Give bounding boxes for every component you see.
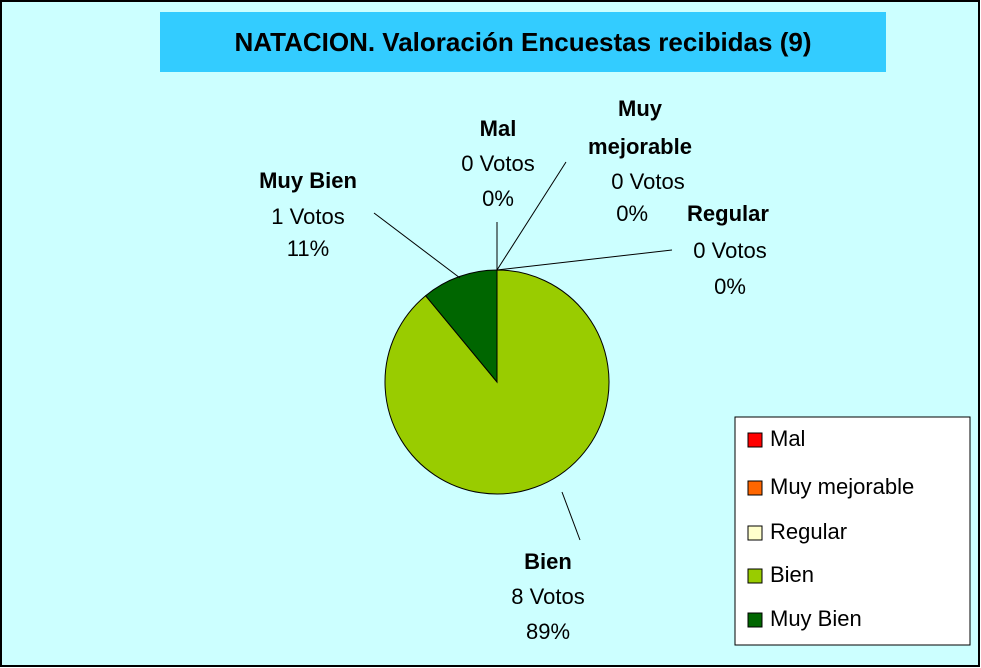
slice-label-name: Mal <box>480 116 517 141</box>
slice-label-votes: 0 Votos <box>611 169 684 194</box>
title-box <box>160 12 886 72</box>
slice-label-percent: 0% <box>714 274 746 299</box>
slice-label-name: Muy Bien <box>259 168 357 193</box>
legend-label: Mal <box>770 426 805 451</box>
legend-label: Regular <box>770 519 847 544</box>
leader-line <box>496 249 673 271</box>
slice-label-votes: 0 Votos <box>693 238 766 263</box>
leader-line <box>496 161 567 271</box>
slice-label-votes: 0 Votos <box>461 151 534 176</box>
slice-label-percent: 89% <box>526 619 570 644</box>
slice-label-percent: 0% <box>482 186 514 211</box>
leader-line <box>373 212 461 279</box>
legend-label: Muy mejorable <box>770 474 914 499</box>
legend-swatch <box>747 432 763 448</box>
slice-label-name: Bien <box>524 549 572 574</box>
leader-line <box>561 491 581 541</box>
legend-swatch <box>747 525 763 541</box>
legend-swatch <box>747 612 763 628</box>
legend-label: Muy Bien <box>770 606 862 631</box>
slice-label-votes: 1 Votos <box>271 204 344 229</box>
legend <box>734 416 971 646</box>
slice-label-percent: 11% <box>287 236 329 261</box>
legend-swatch <box>747 568 763 584</box>
slice-label-name: Muy mejorable <box>588 96 692 159</box>
legend-label: Bien <box>770 562 814 587</box>
slice-label-percent: 0% <box>616 201 648 226</box>
slice-label-votes: 8 Votos <box>511 584 584 609</box>
legend-swatch <box>747 480 763 496</box>
slice-label-name: Regular <box>687 201 769 226</box>
chart-title: NATACION. Valoración Encuestas recibidas… <box>235 27 812 57</box>
